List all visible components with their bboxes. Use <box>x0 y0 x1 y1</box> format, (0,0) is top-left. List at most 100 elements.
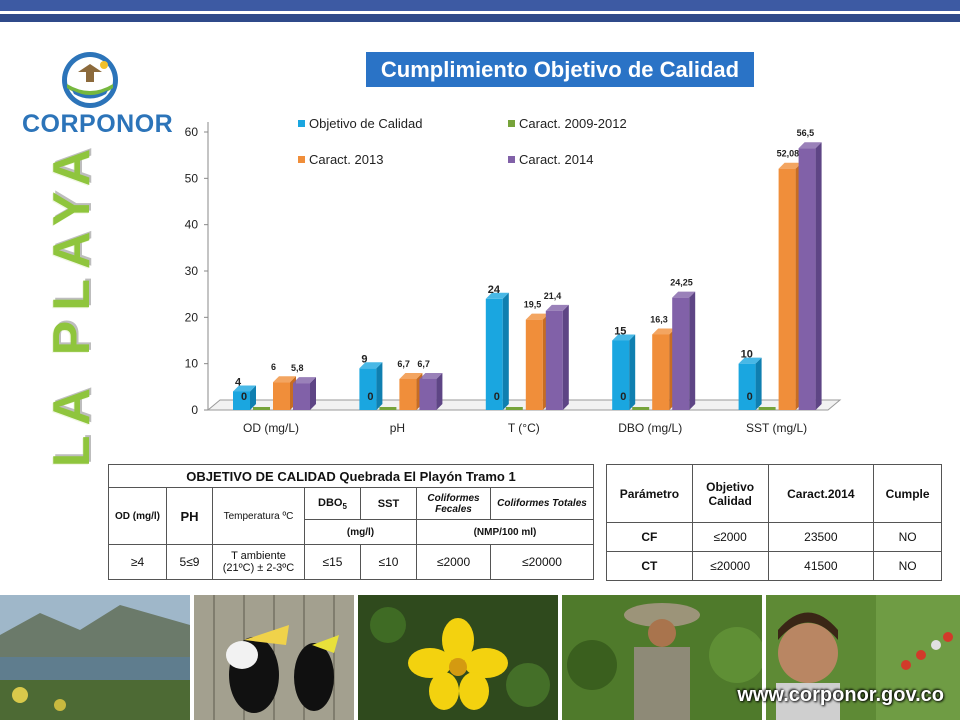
bar-top <box>798 142 822 149</box>
table2-cell: NO <box>873 522 942 552</box>
table1-value-od: ≥4 <box>108 544 167 580</box>
table-row: CT ≤20000 41500 NO <box>606 551 942 581</box>
bar-top <box>545 304 569 311</box>
bar-top <box>672 291 696 298</box>
bar-side <box>815 142 822 410</box>
logo-wordmark: CORPONOR <box>22 110 174 138</box>
bar-top <box>233 385 256 392</box>
bar-side <box>562 304 569 410</box>
photo-strip <box>0 595 960 720</box>
table1-value-sst: ≤10 <box>360 544 417 580</box>
legend-label: Caract. 2013 <box>309 152 383 167</box>
x-tick-label: OD (mg/L) <box>243 421 299 435</box>
bar <box>379 407 397 410</box>
table-row: CF ≤2000 23500 NO <box>606 522 942 552</box>
bar-side <box>629 334 636 410</box>
data-label: 52,08 <box>777 149 800 159</box>
table2-header-caract2014: Caract.2014 <box>767 464 875 523</box>
bar <box>273 382 290 410</box>
x-tick-label: SST (mg/L) <box>746 421 807 435</box>
bar-top <box>738 357 762 364</box>
table1-header-ct: Coliformes Totales <box>490 486 594 521</box>
bar-top <box>778 162 802 169</box>
bar-top <box>419 372 443 379</box>
slide-title: Cumplimiento Objetivo de Calidad <box>366 52 754 87</box>
data-label: 56,5 <box>797 128 815 138</box>
y-tick-label: 50 <box>185 171 199 185</box>
bar <box>419 378 437 410</box>
data-label: 24 <box>488 284 501 296</box>
bar <box>798 148 816 410</box>
bar-top <box>525 313 549 320</box>
table1-unit-mgl: (mg/l) <box>304 519 417 546</box>
table2-header-cumple: Cumple <box>873 464 942 523</box>
data-label: 0 <box>241 391 247 403</box>
bar <box>652 334 670 410</box>
data-label: 0 <box>747 391 753 403</box>
table1-value-cf: ≤2000 <box>416 544 491 580</box>
bar-side <box>755 357 762 410</box>
bar <box>359 368 377 410</box>
bar-top <box>293 377 316 384</box>
data-label: 6,7 <box>417 359 430 369</box>
table1-title: OBJETIVO DE CALIDAD Quebrada El Playón T… <box>108 464 594 488</box>
bar <box>545 310 563 410</box>
bar <box>778 168 796 410</box>
legend-swatch <box>298 120 305 127</box>
table1-header-ph: PH <box>166 486 213 546</box>
table2-cell: CF <box>606 522 693 552</box>
data-label: 0 <box>494 391 500 403</box>
x-tick-label: DBO (mg/L) <box>618 421 682 435</box>
data-label: 19,5 <box>524 300 542 310</box>
legend-label: Objetivo de Calidad <box>309 116 422 131</box>
bar-side <box>436 372 443 410</box>
bar-side <box>250 385 256 410</box>
y-tick-label: 10 <box>185 357 199 371</box>
legend-label: Caract. 2009-2012 <box>519 116 627 131</box>
data-label: 5,8 <box>291 363 304 373</box>
bar-chart: 0 10 20 30 40 50 60 4 0 6 5,8 OD (mg/L) 9 0 6,7 6,7 pH 24… <box>168 98 848 443</box>
data-label: 6,7 <box>397 359 410 369</box>
corponor-logo <box>20 50 154 142</box>
table1-value-ct: ≤20000 <box>490 544 594 580</box>
table1-value-dbo: ≤15 <box>304 544 361 580</box>
bar <box>505 407 523 410</box>
table2-cell: ≤20000 <box>691 551 769 581</box>
side-title: LA PLAYA <box>43 138 101 467</box>
data-label: 24,25 <box>670 278 693 288</box>
bar-side <box>689 291 696 410</box>
table2-cell: 23500 <box>767 522 875 552</box>
table2-cell: NO <box>873 551 942 581</box>
table2-header-objetivo: Objetivo Calidad <box>691 464 769 523</box>
table2-cell: CT <box>606 551 693 581</box>
bar-top <box>273 376 296 383</box>
table1-unit-nmp: (NMP/100 ml) <box>416 519 594 546</box>
bar-top <box>359 362 383 369</box>
bar-side <box>376 362 383 410</box>
data-label: 0 <box>620 391 626 403</box>
table1-value-ph: 5≤9 <box>166 544 213 580</box>
quality-objective-table: OBJETIVO DE CALIDAD Quebrada El Playón T… <box>108 464 594 580</box>
bar <box>738 363 756 410</box>
website-url: www.corponor.gov.co <box>737 684 944 706</box>
data-label: 16,3 <box>650 314 668 324</box>
bar <box>632 407 650 410</box>
data-label: 4 <box>235 376 242 388</box>
legend-swatch <box>508 156 515 163</box>
table1-value-temp: T ambiente (21ºC) ± 2-3ºC <box>212 544 305 580</box>
data-label: 10 <box>741 349 753 361</box>
bar <box>293 383 310 410</box>
table1-header-od: OD (mg/l) <box>108 486 167 546</box>
photo-farmer <box>562 595 762 720</box>
x-tick-label: T (°C) <box>508 421 540 435</box>
photo-yellow-flower <box>358 595 558 720</box>
table1-header-sst: SST <box>360 486 417 521</box>
table1-header-dbo: DBO5 <box>304 486 361 521</box>
bar-top <box>652 328 676 335</box>
table2-header-parametro: Parámetro <box>606 464 693 523</box>
bar-side <box>502 292 509 410</box>
bar <box>612 340 630 410</box>
y-tick-label: 30 <box>185 264 199 278</box>
